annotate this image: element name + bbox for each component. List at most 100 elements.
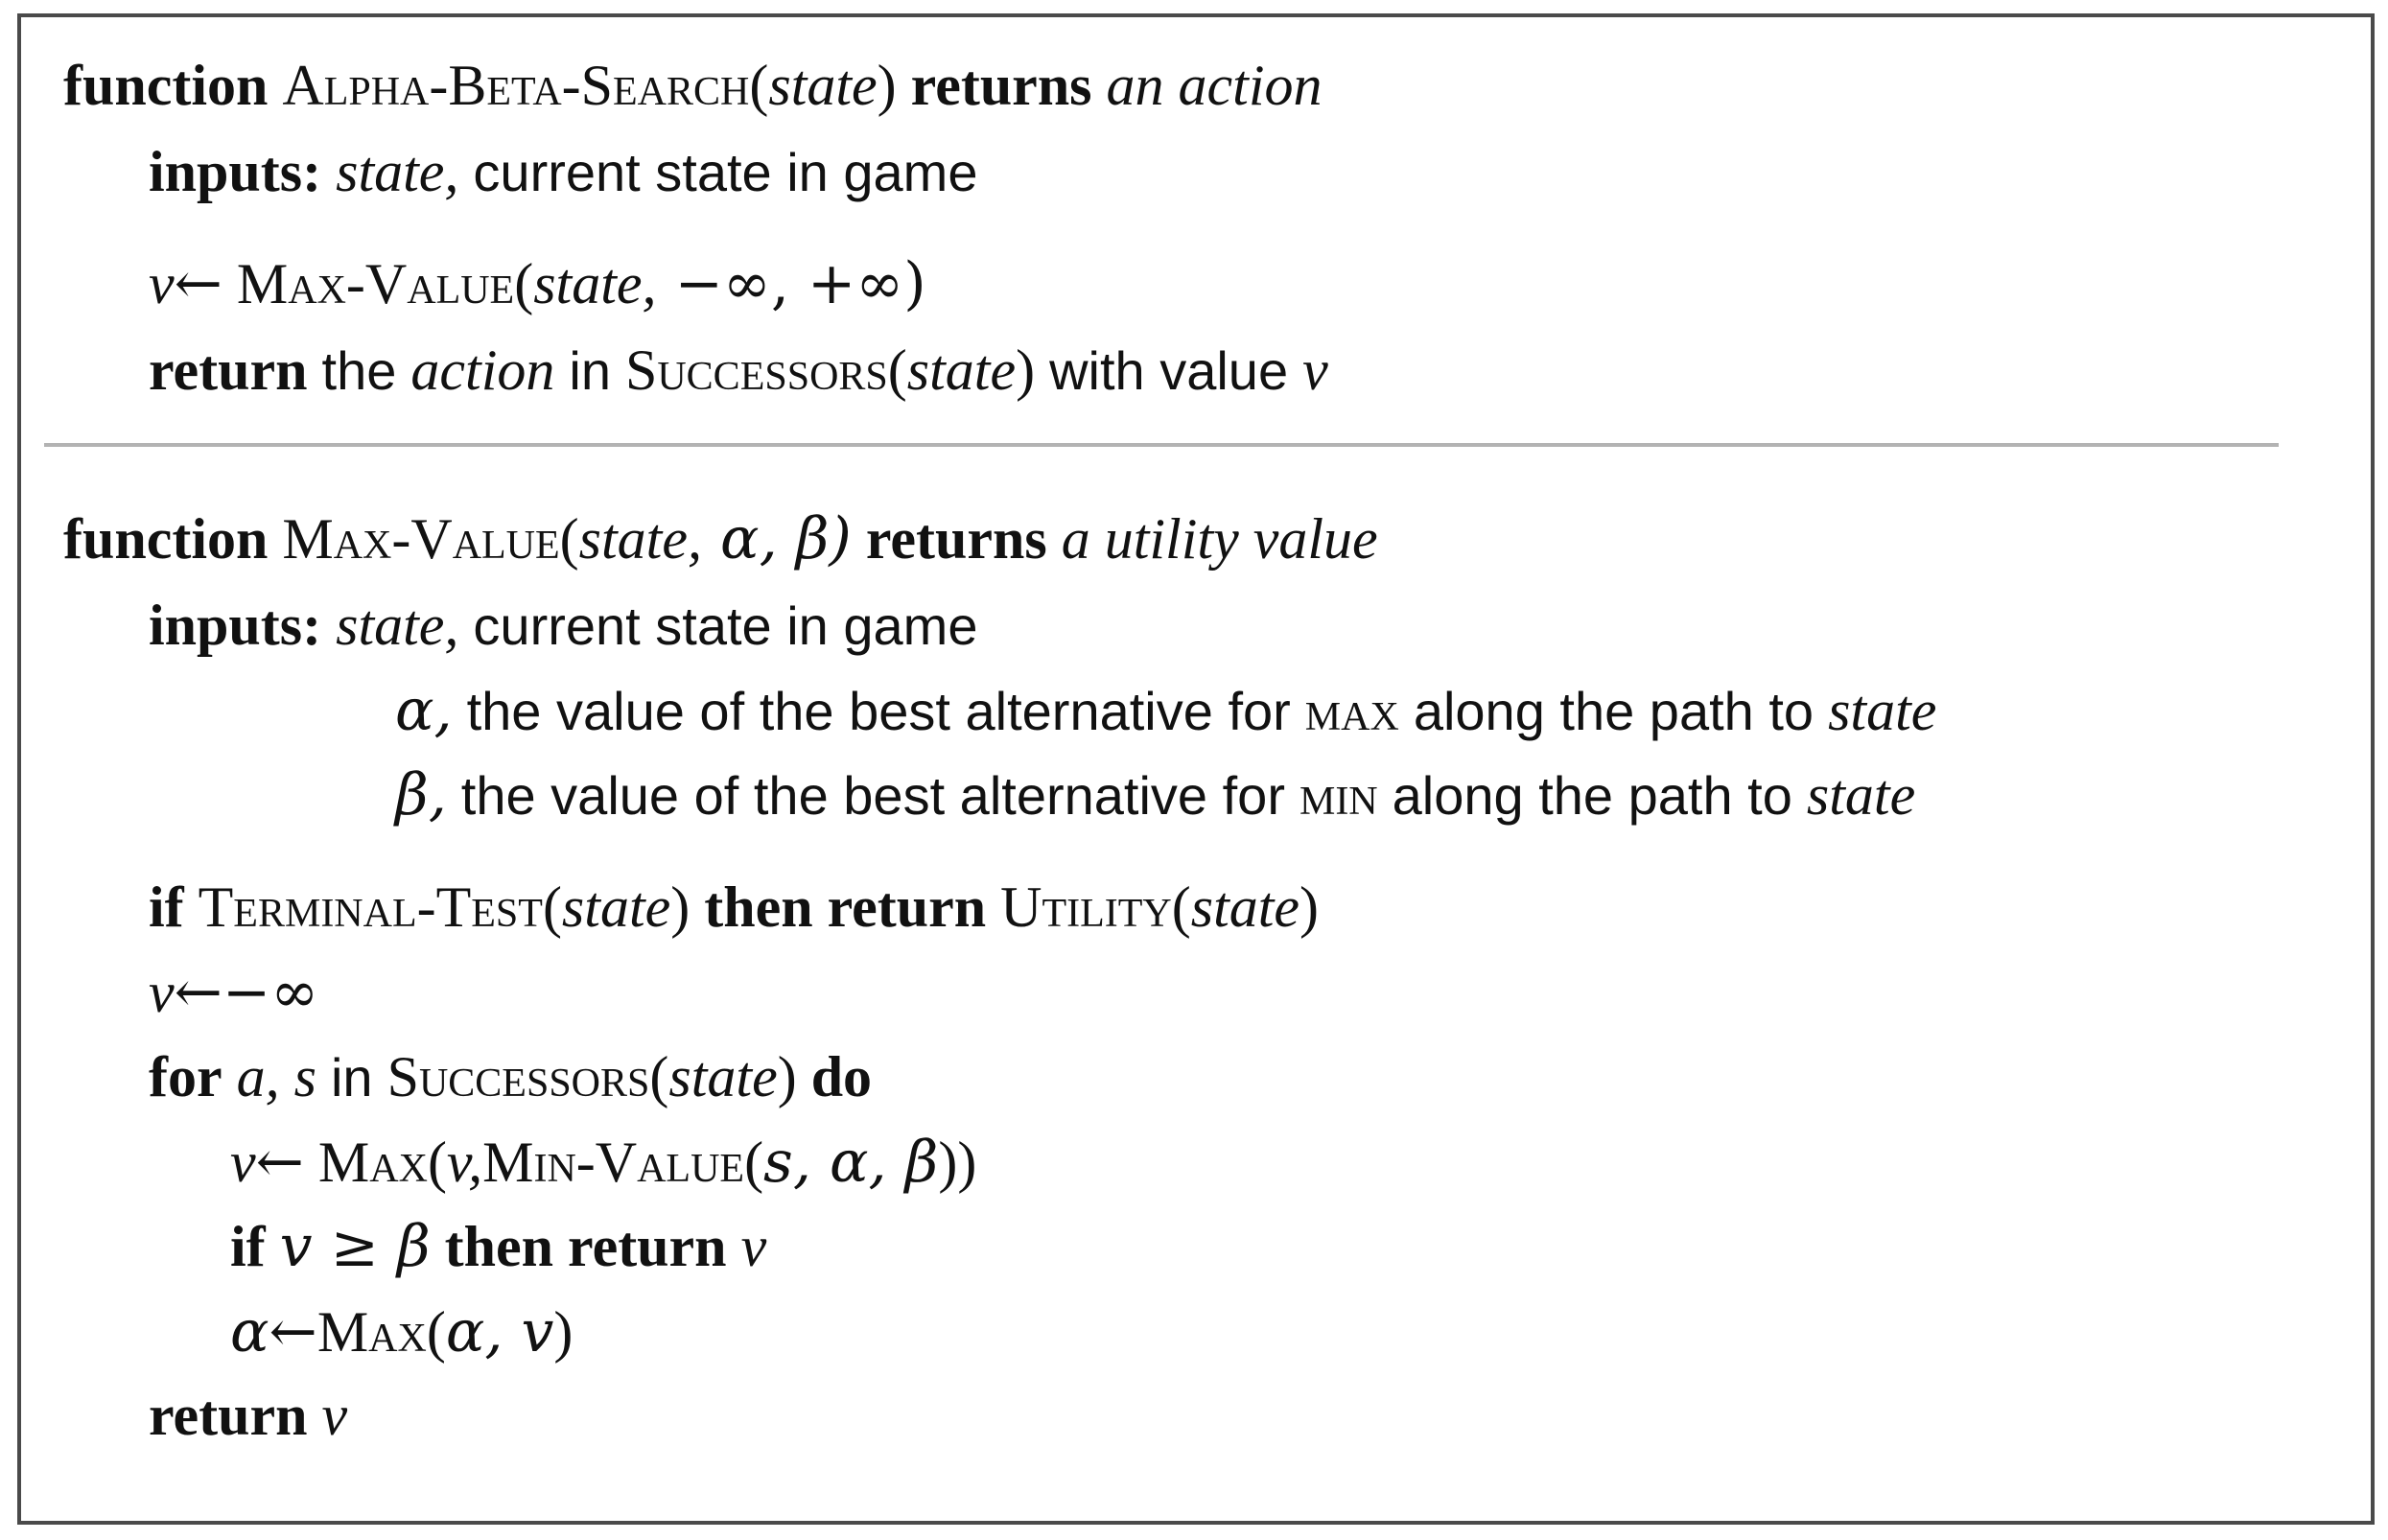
alpha-description: the value of the best alternative for (466, 681, 1291, 741)
alpha-beta-search-assign: v← Max-Value(state, −∞, +∞) (149, 249, 926, 318)
max-value-inputs: inputs: state, current state in game (149, 591, 977, 661)
arg-state: state, (533, 252, 657, 315)
param: state (906, 338, 1017, 402)
param-state: state, (578, 507, 702, 571)
successors-call: Successors (386, 1045, 650, 1108)
open-paren: ( (542, 875, 562, 939)
max-value-return: return v (149, 1381, 347, 1450)
close-paren: ) (1299, 875, 1320, 939)
close-paren: ) (553, 1300, 574, 1364)
open-paren: ( (887, 338, 907, 402)
function-keyword: function (63, 54, 269, 117)
min-value-call: Min-Value (482, 1131, 745, 1194)
alpha-beta-search-header: function Alpha-Beta-Search(state) return… (63, 51, 1323, 120)
section-divider (44, 443, 2279, 447)
close-paren: ) (1016, 338, 1036, 402)
open-paren: ( (559, 507, 579, 571)
inputs-label: inputs: (149, 594, 322, 657)
open-paren: ( (744, 1131, 764, 1194)
min-value-args: s, α, β (763, 1129, 939, 1196)
return-type: an action (1106, 54, 1323, 117)
update-v-line: v← Max(v,Min-Value(s, α, β)) (230, 1128, 976, 1197)
in-text: in (569, 340, 611, 401)
for-line: for a, s in Successors(state) do (149, 1042, 872, 1112)
alpha-symbol: α, (395, 677, 453, 744)
close-paren: ) (877, 54, 897, 117)
open-paren: ( (1171, 875, 1191, 939)
prune-line: if v ≥ β then return v (230, 1212, 766, 1281)
along-path-text: along the path to (1392, 765, 1792, 826)
param: state (668, 1045, 778, 1108)
function-name: Max-Value (282, 507, 560, 571)
var-alpha: α (230, 1298, 269, 1365)
alpha-beta-search-return: return the action in Successors(state) w… (149, 336, 1328, 406)
return-keyword: return (149, 1384, 308, 1447)
terminal-test-call: Terminal-Test (198, 875, 543, 939)
close-paren: ) (777, 1045, 797, 1108)
alpha-beta-search-inputs: inputs: state, current state in game (149, 137, 977, 207)
assign-arrow: ← (174, 250, 222, 317)
input-description: current state in game (473, 595, 978, 656)
max-player: max (1304, 679, 1399, 742)
assign-arrow: ← (174, 959, 222, 1026)
open-paren: ( (426, 1300, 446, 1364)
loop-vars: a, s (236, 1045, 316, 1108)
then-return-keyword: then return (704, 875, 987, 939)
param: state (768, 54, 878, 117)
arg-v: v, (446, 1131, 483, 1194)
with-value-text: with value (1049, 340, 1289, 401)
do-keyword: do (810, 1045, 873, 1108)
var-v: v (740, 1215, 767, 1278)
var-v: v (230, 1131, 256, 1194)
function-keyword: function (63, 507, 269, 571)
input-param: state, (336, 140, 459, 203)
max-value-call: Max-Value (236, 252, 515, 315)
update-alpha-line: α←Max(α, v) (230, 1297, 573, 1366)
close-paren: ) (670, 875, 691, 939)
target-state: state (1806, 763, 1916, 827)
returns-keyword: returns (865, 507, 1047, 571)
var-v: v (321, 1384, 348, 1447)
target-state: state (1828, 679, 1937, 742)
pseudocode-frame (17, 13, 2375, 1525)
max-call: Max (316, 1300, 427, 1364)
max-call: Max (317, 1131, 428, 1194)
assign-arrow: ← (255, 1129, 304, 1196)
along-path-text: along the path to (1413, 681, 1814, 741)
prune-condition: v ≥ β (279, 1213, 431, 1280)
return-type: a utility value (1061, 507, 1378, 571)
neg-infinity: −∞ (222, 959, 319, 1026)
max-value-header: function Max-Value(state, α, β) returns … (63, 504, 1378, 573)
utility-call: Utility (1000, 875, 1172, 939)
input-param: state, (336, 594, 459, 657)
if-keyword: if (149, 875, 184, 939)
open-paren: ( (649, 1045, 669, 1108)
arg-bounds: −∞, +∞) (656, 250, 926, 317)
assign-arrow: ← (269, 1298, 317, 1365)
action-word: action (410, 338, 555, 402)
input-description: current state in game (473, 142, 978, 202)
return-keyword: return (149, 338, 308, 402)
the-text: the (321, 340, 397, 401)
param: state (561, 875, 671, 939)
var-v: v (149, 961, 175, 1024)
max-value-input-alpha: α, the value of the best alternative for… (395, 676, 1936, 746)
param: state (1190, 875, 1300, 939)
var-v: v (149, 252, 175, 315)
for-keyword: for (149, 1045, 222, 1108)
close-parens: )) (938, 1131, 977, 1194)
open-paren: ( (514, 252, 534, 315)
min-player: min (1299, 763, 1378, 827)
returns-keyword: returns (910, 54, 1092, 117)
beta-symbol: β, (395, 761, 447, 828)
var-v: v (1302, 338, 1328, 402)
if-keyword: if (230, 1215, 266, 1278)
in-text: in (330, 1047, 373, 1108)
function-name: Alpha-Beta-Search (282, 54, 750, 117)
open-paren: ( (427, 1131, 447, 1194)
then-return-keyword: then return (444, 1215, 727, 1278)
params-alpha-beta: α, β) (701, 505, 852, 572)
max-value-input-beta: β, the value of the best alternative for… (395, 760, 1915, 830)
beta-description: the value of the best alternative for (460, 765, 1285, 826)
terminal-test-line: if Terminal-Test(state) then return Util… (149, 873, 1319, 942)
